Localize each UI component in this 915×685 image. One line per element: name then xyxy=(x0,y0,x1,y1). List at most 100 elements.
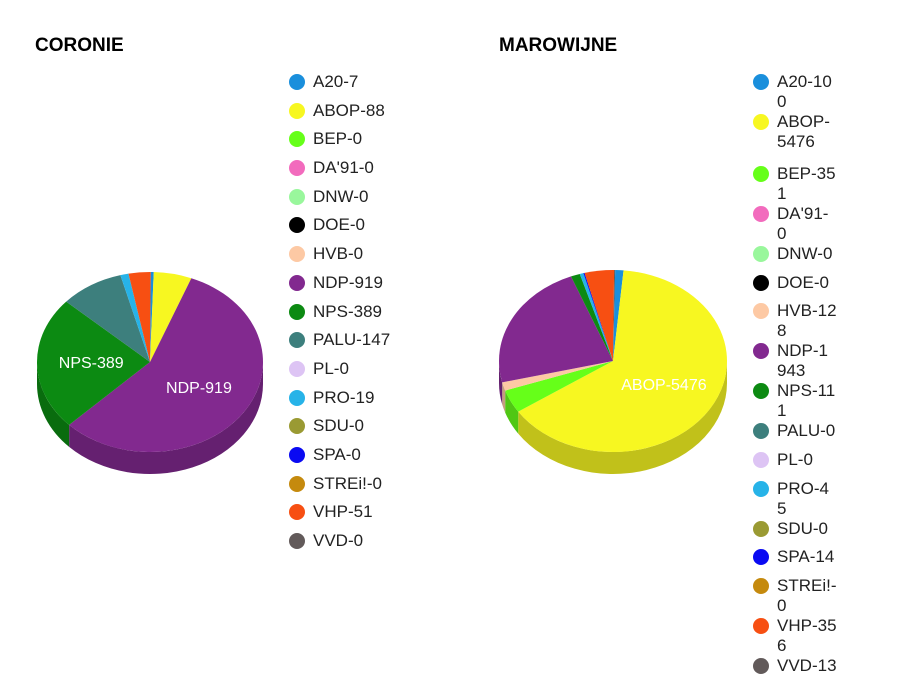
legend-item[interactable]: STREi!-0 xyxy=(753,576,848,616)
legend-label: VVD-0 xyxy=(313,531,364,550)
legend-item[interactable]: PALU-147 xyxy=(289,330,419,359)
pie-slice-spa[interactable] xyxy=(583,272,613,361)
legend-label: VVD-13 xyxy=(777,656,837,676)
legend-swatch-icon xyxy=(289,74,305,90)
legend-swatch-icon xyxy=(289,446,305,463)
pie-slice-ndp[interactable] xyxy=(499,276,613,383)
legend-swatch-icon xyxy=(753,303,769,320)
legend-swatch-icon xyxy=(289,475,305,492)
legend-label: PL-0 xyxy=(777,450,813,470)
legend-item[interactable]: DA'91-0 xyxy=(289,158,419,187)
legend-item[interactable]: HVB-128 xyxy=(753,301,848,341)
legend-label: DOE-0 xyxy=(777,272,829,292)
pie-slice-nps[interactable] xyxy=(37,301,150,425)
legend-item[interactable]: PL-0 xyxy=(289,359,419,388)
legend-swatch-icon xyxy=(753,246,769,262)
legend-label: PRO-45 xyxy=(777,478,829,518)
pie-side-ndp xyxy=(499,361,503,405)
legend-item[interactable]: SDU-0 xyxy=(753,519,848,548)
legend-item[interactable]: A20-7 xyxy=(289,72,419,101)
pie-slice-pro[interactable] xyxy=(120,273,150,362)
legend-item[interactable]: VVD-13 xyxy=(753,656,848,685)
legend-item[interactable]: DOE-0 xyxy=(753,273,848,302)
legend-item[interactable]: ABOP-88 xyxy=(289,101,419,130)
legend-label: SPA-0 xyxy=(313,444,361,464)
legend-label: DOE-0 xyxy=(313,215,365,235)
pie-side-hvb xyxy=(502,382,506,413)
pie-chart-coronie: NPS-389 NDP-919 xyxy=(37,272,263,474)
legend-item[interactable]: DOE-0 xyxy=(289,215,419,244)
pie-slice-palu[interactable] xyxy=(66,275,150,362)
legend-item[interactable]: SDU-0 xyxy=(289,416,419,445)
pie-side-bep xyxy=(505,390,519,434)
pie-slice-bep[interactable] xyxy=(505,361,613,412)
legend-item[interactable]: STREi!-0 xyxy=(289,474,419,503)
pie-slice-hvb[interactable] xyxy=(502,361,613,391)
legend-item[interactable]: SPA-0 xyxy=(289,445,419,474)
legend-item[interactable]: VHP-356 xyxy=(753,616,848,656)
legend-swatch-icon xyxy=(753,549,769,566)
legend-item[interactable]: BEP-351 xyxy=(753,164,848,204)
legend-label: ABOP-5476 xyxy=(777,112,830,151)
legend-item[interactable]: A20-100 xyxy=(753,72,848,112)
legend-item[interactable]: DNW-0 xyxy=(289,187,419,216)
pie-slice-vhp[interactable] xyxy=(128,272,151,362)
legend-label: SPA-14 xyxy=(777,547,835,567)
legend-item[interactable]: SPA-14 xyxy=(753,547,848,576)
legend-swatch-icon xyxy=(289,504,305,521)
legend-label: NDP-1943 xyxy=(777,341,829,381)
legend-swatch-icon xyxy=(289,332,305,349)
legend-item[interactable]: NDP-1943 xyxy=(753,341,848,381)
pie-side-ndp xyxy=(69,362,263,474)
legend-swatch-icon xyxy=(289,102,305,119)
pie-slice-a20[interactable] xyxy=(150,272,154,362)
legend-swatch-icon xyxy=(753,274,769,291)
legend-label: A20-100 xyxy=(777,72,832,111)
legend-swatch-icon xyxy=(289,418,305,435)
legend-label: PALU-147 xyxy=(313,330,391,350)
legend-item[interactable]: DNW-0 xyxy=(753,244,848,273)
pie-side-nps xyxy=(37,362,70,447)
legend-swatch-icon xyxy=(753,423,769,440)
legend-swatch-icon xyxy=(753,658,769,675)
legend-item[interactable]: DA'91-0 xyxy=(753,204,848,244)
legend-label: STREi!-0 xyxy=(777,576,837,616)
legend-item[interactable]: NPS-389 xyxy=(289,302,419,331)
legend-swatch-icon xyxy=(289,274,305,291)
legend-label: PL-0 xyxy=(313,358,349,378)
legend-label: ABOP-88 xyxy=(313,100,385,120)
pie-slice-pro[interactable] xyxy=(579,273,613,361)
legend-label: HVB-0 xyxy=(313,244,364,264)
legend-label: STREi!-0 xyxy=(313,473,382,493)
legend-swatch-icon xyxy=(289,160,305,177)
legend-item[interactable]: NDP-919 xyxy=(289,273,419,302)
legend-swatch-icon xyxy=(753,206,769,222)
pie-slice-nps[interactable] xyxy=(570,273,613,361)
pie-slice-a20[interactable] xyxy=(613,270,624,361)
legend-item[interactable]: PL-0 xyxy=(753,450,848,479)
legend-item[interactable]: VVD-0 xyxy=(289,531,419,560)
legend-item[interactable]: PALU-0 xyxy=(753,421,848,450)
legend-item[interactable]: PRO-45 xyxy=(753,479,848,519)
legend-item[interactable]: VHP-51 xyxy=(289,502,419,531)
legend-swatch-icon xyxy=(289,131,305,148)
slice-label-nps: NPS-389 xyxy=(59,355,124,372)
legend-item[interactable]: PRO-19 xyxy=(289,388,419,417)
legend-label: NDP-919 xyxy=(313,272,383,292)
legend-label: HVB-128 xyxy=(777,301,837,341)
legend-item[interactable]: NPS-111 xyxy=(753,381,848,421)
pie-slice-abop[interactable] xyxy=(518,270,727,452)
pie-slice-ndp[interactable] xyxy=(69,278,263,452)
legend-item[interactable]: ABOP-5476 xyxy=(753,112,848,164)
legend-label: BEP-0 xyxy=(313,129,363,149)
legend-item[interactable]: HVB-0 xyxy=(289,244,419,273)
pie-slice-vhp[interactable] xyxy=(584,269,615,361)
legend-swatch-icon xyxy=(753,578,769,595)
legend-coronie: A20-7 ABOP-88 BEP-0 DA'91-0 DNW-0 DOE-0 HVB-0 N… xyxy=(289,72,419,560)
chart-title-marowijne: MAROWIJNE xyxy=(499,35,618,56)
pie-slice-vvd[interactable] xyxy=(613,270,616,361)
legend-swatch-icon xyxy=(289,217,305,234)
pie-slice-abop[interactable] xyxy=(150,272,192,362)
legend-item[interactable]: BEP-0 xyxy=(289,129,419,158)
legend-label: DNW-0 xyxy=(777,244,833,263)
